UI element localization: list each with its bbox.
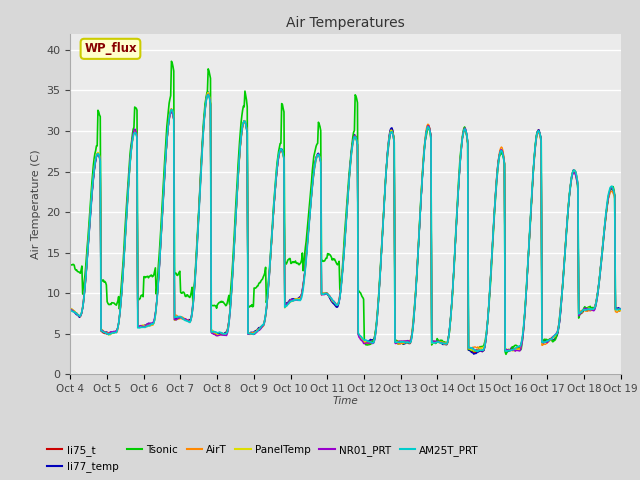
NR01_PRT bbox=[67, 307, 74, 312]
Y-axis label: Air Temperature (C): Air Temperature (C) bbox=[31, 149, 41, 259]
Title: Air Temperatures: Air Temperatures bbox=[286, 16, 405, 30]
AM25T_PRT bbox=[77, 313, 84, 319]
li77_temp bbox=[77, 313, 84, 319]
AM25T_PRT bbox=[617, 306, 625, 312]
li77_temp bbox=[429, 339, 437, 345]
li75_t bbox=[77, 313, 84, 319]
AM25T_PRT bbox=[204, 92, 212, 97]
Tsonic bbox=[133, 108, 141, 113]
li77_temp bbox=[67, 306, 74, 312]
AirT bbox=[77, 313, 84, 319]
li77_temp bbox=[204, 89, 212, 95]
AirT bbox=[617, 307, 625, 313]
AM25T_PRT bbox=[429, 340, 437, 346]
li75_t bbox=[189, 302, 196, 308]
Line: PanelTemp: PanelTemp bbox=[70, 93, 621, 351]
NR01_PRT bbox=[413, 264, 421, 270]
NR01_PRT bbox=[429, 338, 437, 344]
PanelTemp bbox=[67, 305, 74, 311]
li75_t bbox=[204, 90, 212, 96]
Line: Tsonic: Tsonic bbox=[70, 61, 621, 354]
NR01_PRT bbox=[219, 332, 227, 338]
NR01_PRT bbox=[189, 305, 196, 311]
PanelTemp bbox=[470, 348, 477, 354]
Tsonic bbox=[190, 291, 198, 297]
Text: WP_flux: WP_flux bbox=[84, 42, 137, 55]
Line: AM25T_PRT: AM25T_PRT bbox=[70, 95, 621, 351]
li75_t bbox=[429, 338, 437, 344]
PanelTemp bbox=[219, 331, 227, 336]
Tsonic bbox=[429, 338, 437, 344]
AirT bbox=[509, 347, 516, 353]
Line: NR01_PRT: NR01_PRT bbox=[70, 94, 621, 351]
AM25T_PRT bbox=[413, 266, 421, 272]
X-axis label: Time: Time bbox=[333, 396, 358, 406]
PanelTemp bbox=[429, 341, 437, 347]
li77_temp bbox=[413, 266, 421, 272]
PanelTemp bbox=[204, 90, 212, 96]
AirT bbox=[189, 304, 196, 310]
AirT bbox=[219, 330, 227, 336]
li75_t bbox=[133, 134, 141, 140]
li77_temp bbox=[133, 134, 141, 140]
li75_t bbox=[219, 331, 227, 337]
PanelTemp bbox=[77, 313, 84, 319]
AM25T_PRT bbox=[67, 307, 74, 312]
li75_t bbox=[470, 349, 477, 355]
NR01_PRT bbox=[133, 133, 141, 139]
Legend: li75_t, li77_temp, Tsonic, AirT, PanelTemp, NR01_PRT, AM25T_PRT: li75_t, li77_temp, Tsonic, AirT, PanelTe… bbox=[43, 441, 483, 476]
AirT bbox=[429, 340, 437, 346]
AM25T_PRT bbox=[133, 135, 141, 141]
Tsonic bbox=[502, 351, 510, 357]
NR01_PRT bbox=[77, 313, 84, 319]
Tsonic bbox=[168, 59, 175, 64]
AM25T_PRT bbox=[474, 348, 481, 354]
PanelTemp bbox=[133, 133, 141, 139]
PanelTemp bbox=[413, 264, 421, 269]
AM25T_PRT bbox=[189, 303, 196, 309]
NR01_PRT bbox=[617, 306, 625, 312]
li75_t bbox=[67, 305, 74, 311]
AirT bbox=[133, 134, 141, 140]
AirT bbox=[204, 91, 212, 97]
PanelTemp bbox=[617, 307, 625, 313]
Tsonic bbox=[219, 299, 227, 304]
Tsonic bbox=[77, 270, 84, 276]
AirT bbox=[67, 307, 74, 312]
NR01_PRT bbox=[204, 91, 212, 97]
li77_temp bbox=[617, 306, 625, 312]
AirT bbox=[413, 263, 421, 268]
Tsonic bbox=[413, 266, 421, 272]
Line: AirT: AirT bbox=[70, 94, 621, 350]
li77_temp bbox=[470, 351, 477, 357]
Tsonic bbox=[67, 262, 74, 268]
li77_temp bbox=[189, 300, 196, 306]
AM25T_PRT bbox=[219, 331, 227, 336]
PanelTemp bbox=[189, 304, 196, 310]
Line: li75_t: li75_t bbox=[70, 93, 621, 352]
Tsonic bbox=[617, 307, 625, 312]
NR01_PRT bbox=[511, 348, 519, 354]
li77_temp bbox=[219, 330, 227, 336]
li75_t bbox=[413, 265, 421, 271]
li75_t bbox=[617, 306, 625, 312]
Line: li77_temp: li77_temp bbox=[70, 92, 621, 354]
